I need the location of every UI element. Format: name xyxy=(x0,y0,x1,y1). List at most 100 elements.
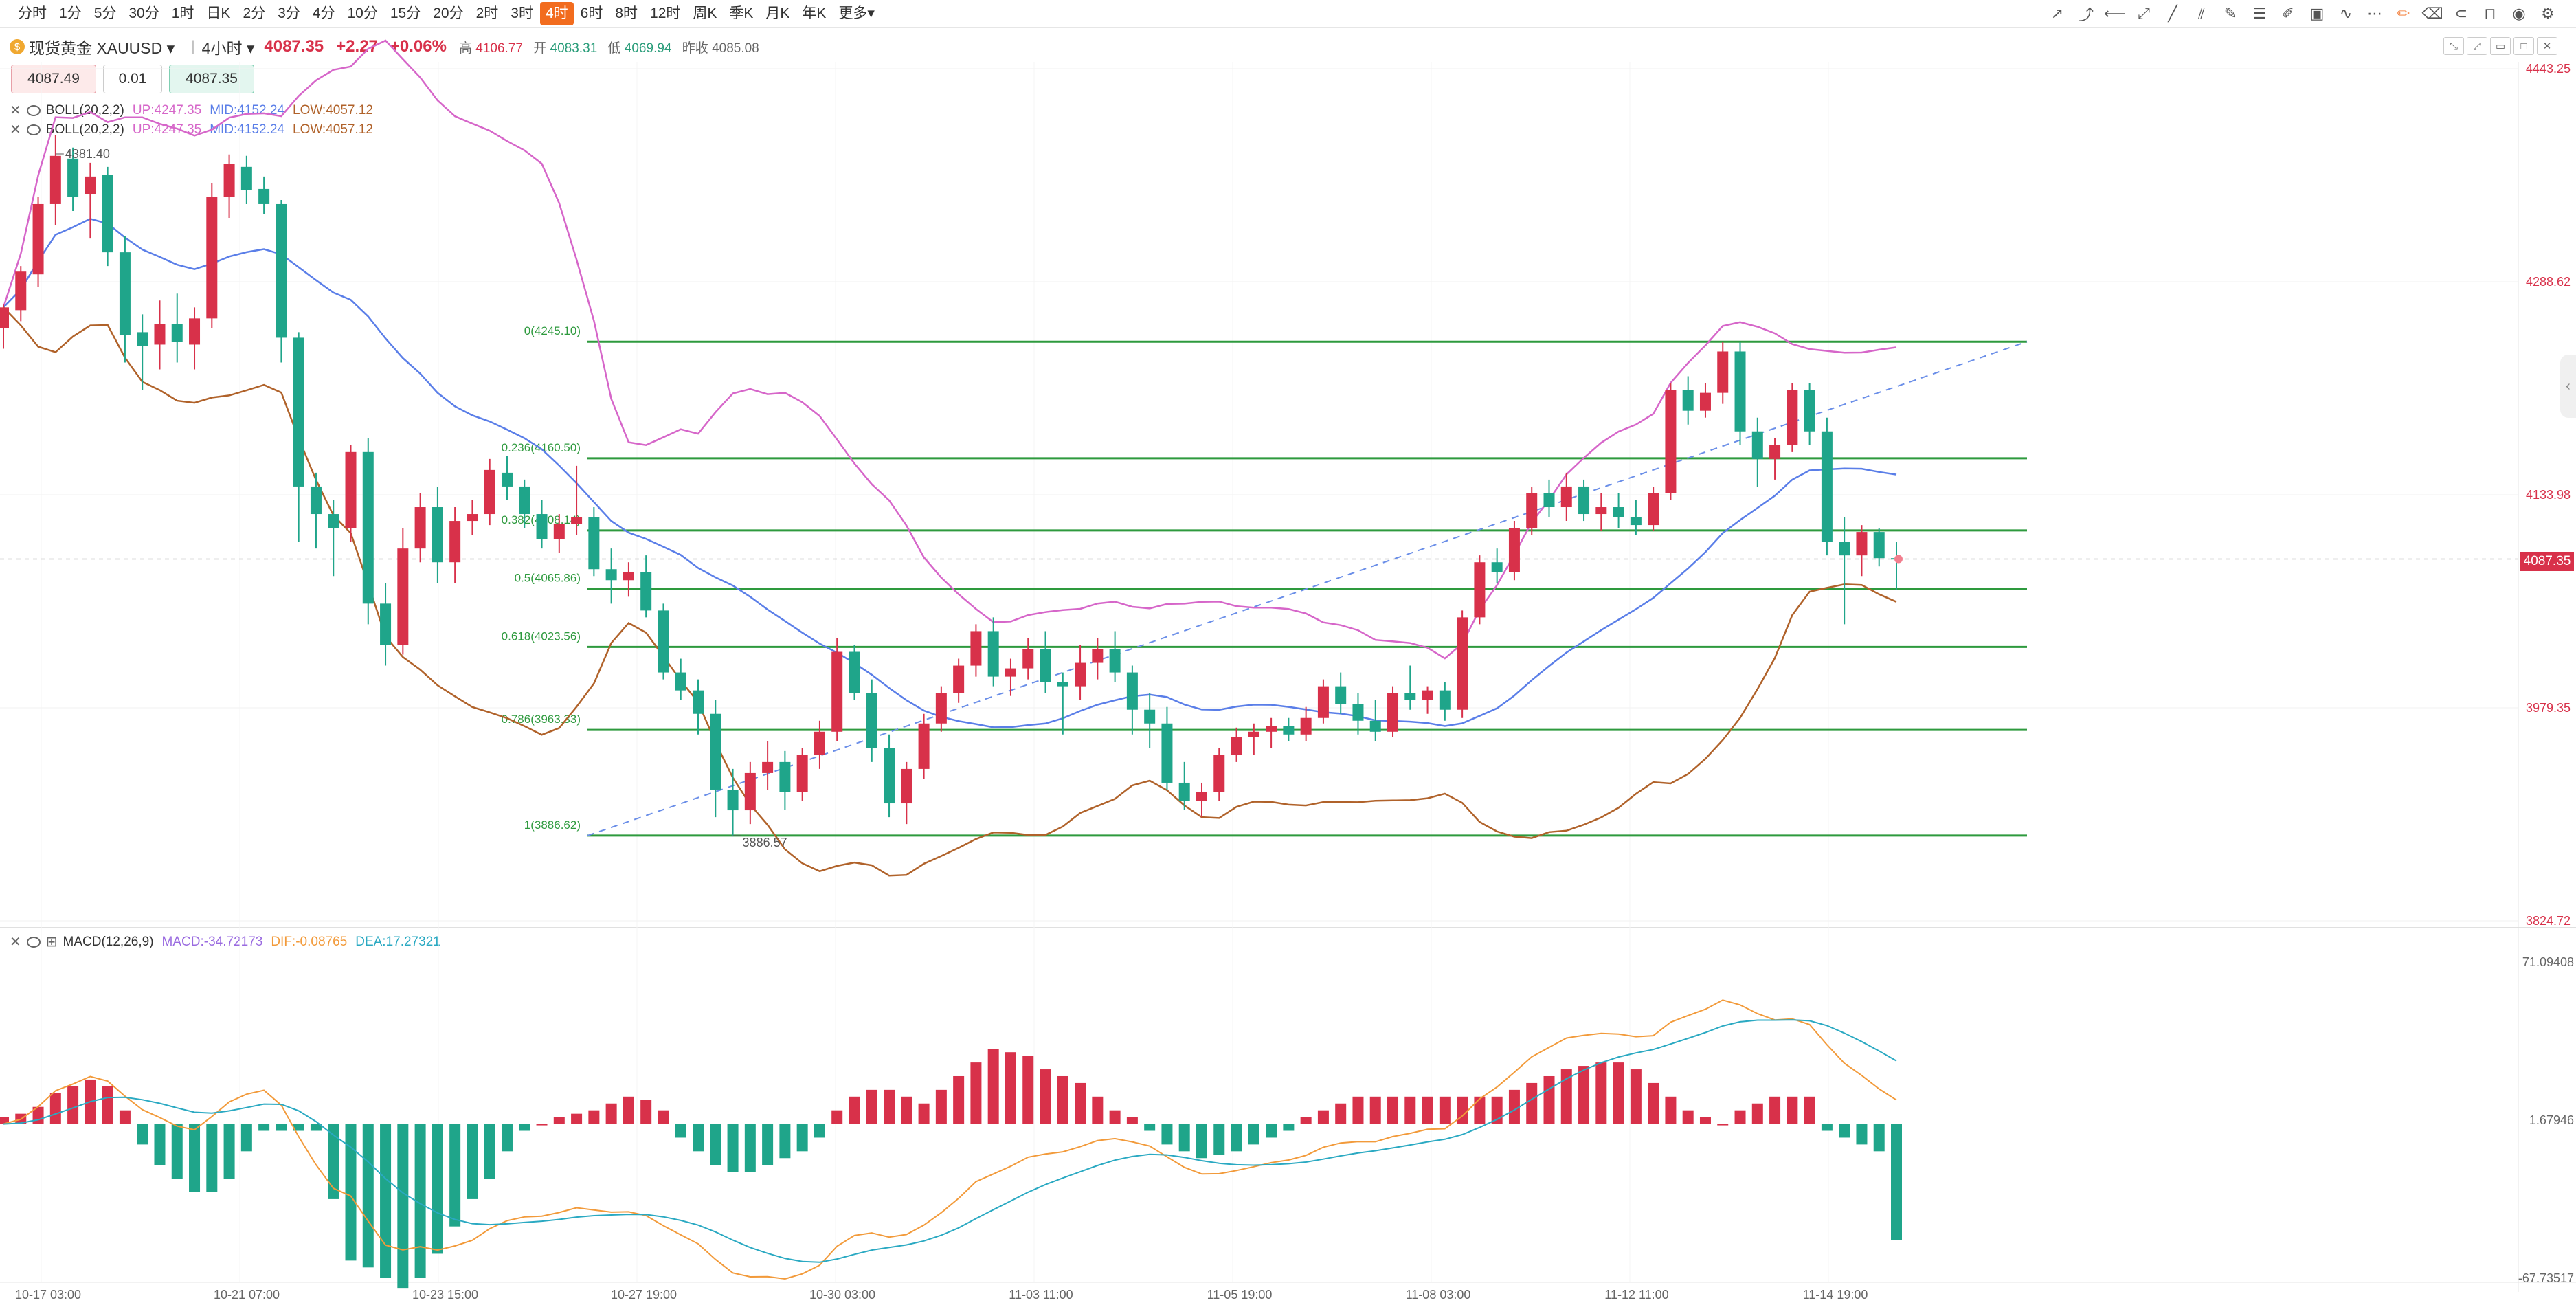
arrow-line-icon[interactable]: ↗ xyxy=(2050,5,2064,22)
eye-icon[interactable] xyxy=(26,104,41,116)
candle-body xyxy=(293,337,304,487)
period-6[interactable]: 2分 xyxy=(243,5,266,21)
period-9[interactable]: 10分 xyxy=(347,5,378,21)
candle-body xyxy=(831,651,843,732)
period-2[interactable]: 5分 xyxy=(93,5,117,21)
macd-bar xyxy=(1682,1110,1694,1124)
top-toolbar: 分时 1分 5分 30分 1时 日K 2分 3分 4分 10分 15分 20分 2时 3时 4时 6时 8时 12… xyxy=(0,0,2576,28)
candle-body xyxy=(918,723,930,769)
macd-bar xyxy=(258,1124,270,1131)
chart-style-icon[interactable]: ⤢ xyxy=(2467,37,2487,55)
candle-body xyxy=(762,761,774,773)
candle-body xyxy=(1804,390,1815,432)
collapse-sidebar-icon[interactable]: ‹ xyxy=(2560,355,2576,418)
candle-body xyxy=(884,748,895,804)
period-20[interactable]: 月K xyxy=(765,5,790,21)
period-0[interactable]: 分时 xyxy=(18,5,47,21)
prev-close-value: 4085.08 xyxy=(712,41,759,56)
macd-bar xyxy=(1787,1096,1798,1124)
candle-body xyxy=(1526,493,1538,528)
period-10[interactable]: 15分 xyxy=(390,5,421,21)
fib-icon[interactable]: ☰ xyxy=(2252,5,2266,22)
interval-selector[interactable]: 4小时 ▾ xyxy=(201,39,255,57)
lock-icon[interactable]: ⊓ xyxy=(2484,5,2496,22)
time-axis-label: 10-23 15:00 xyxy=(412,1288,478,1302)
period-15[interactable]: 6时 xyxy=(580,5,603,21)
boll-legend-2: ✕ BOLL(20,2,2) UP:4247.35 MID:4152.24 LO… xyxy=(10,121,381,138)
fullscreen-icon[interactable]: □ xyxy=(2513,37,2534,55)
period-13[interactable]: 3时 xyxy=(511,5,533,21)
period-12[interactable]: 2时 xyxy=(475,5,499,21)
candle-body xyxy=(171,324,183,342)
horizontal-line-icon[interactable]: ⟵ xyxy=(2104,5,2126,22)
ray-line-icon[interactable]: ⤴ xyxy=(2078,6,2094,23)
macd-bar xyxy=(432,1124,443,1254)
screenshot-icon[interactable]: ▭ xyxy=(2490,37,2511,55)
close-icon[interactable]: ✕ xyxy=(10,122,21,137)
period-selector: 分时 1分 5分 30分 1时 日K 2分 3分 4分 10分 15分 20分 2时 3时 4时 6时 8时 12… xyxy=(0,2,882,25)
period-3[interactable]: 30分 xyxy=(128,5,159,21)
close-chart-icon[interactable]: ✕ xyxy=(2537,37,2557,55)
quantity-stepper[interactable]: 0.01 xyxy=(103,65,162,93)
channel-icon[interactable]: ⫽ xyxy=(2198,5,2205,22)
close-icon[interactable]: ✕ xyxy=(10,103,21,118)
candle-body xyxy=(553,524,565,539)
price-change-percent: +0.06% xyxy=(390,37,447,56)
wave-icon[interactable]: ∿ xyxy=(2339,5,2353,22)
macd-bar xyxy=(1057,1075,1068,1124)
macd-bar xyxy=(102,1086,113,1124)
period-16[interactable]: 8时 xyxy=(615,5,638,21)
macd-bar xyxy=(293,1124,304,1131)
macd-bar xyxy=(1022,1056,1034,1124)
candle-body xyxy=(849,651,860,693)
period-8[interactable]: 4分 xyxy=(312,5,335,21)
brush-icon[interactable]: ✎ xyxy=(2224,5,2237,22)
eye-icon[interactable] xyxy=(26,936,41,948)
add-icon[interactable]: ⊞ xyxy=(45,935,58,950)
macd-bar xyxy=(1595,1062,1607,1124)
period-21[interactable]: 年K xyxy=(802,5,827,21)
macd-bar xyxy=(1317,1110,1329,1124)
magnet-icon[interactable]: ⊂ xyxy=(2454,5,2468,22)
candle-body xyxy=(1352,704,1364,721)
edit-icon[interactable]: ✏ xyxy=(2397,5,2410,22)
time-axis-label: 11-08 03:00 xyxy=(1406,1288,1471,1302)
macd-bar xyxy=(1717,1124,1729,1126)
candle-body xyxy=(623,572,634,581)
macd-bar xyxy=(935,1089,947,1124)
visibility-icon[interactable]: ◉ xyxy=(2512,5,2526,22)
period-19[interactable]: 季K xyxy=(729,5,754,21)
period-1[interactable]: 1分 xyxy=(59,5,82,21)
sell-button[interactable]: 4087.49 xyxy=(11,65,96,93)
symbol-selector[interactable]: 现货黄金 XAUUSD ▾ xyxy=(29,39,175,57)
period-7[interactable]: 3分 xyxy=(278,5,300,21)
period-18[interactable]: 周K xyxy=(693,5,717,21)
eye-icon[interactable] xyxy=(26,124,41,135)
image-icon[interactable]: ▣ xyxy=(2309,5,2325,22)
macd-bar xyxy=(571,1113,583,1124)
pen-icon[interactable]: ✐ xyxy=(2281,5,2295,22)
macd-bar xyxy=(884,1089,895,1124)
period-11[interactable]: 20分 xyxy=(433,5,464,21)
candle-body xyxy=(1474,562,1486,618)
macd-bar xyxy=(1560,1069,1572,1124)
candle-body xyxy=(15,271,27,311)
more-tools-icon[interactable]: ⋯ xyxy=(2367,5,2382,22)
period-17[interactable]: 12时 xyxy=(650,5,681,21)
period-14[interactable]: 4时 xyxy=(539,2,574,25)
high-label: 高 xyxy=(458,41,472,56)
period-5[interactable]: 日K xyxy=(206,5,231,21)
macd-bar xyxy=(658,1110,669,1124)
period-22[interactable]: 更多▾ xyxy=(838,5,875,21)
fib-level-label: 0.236(4160.50) xyxy=(502,441,581,454)
chart-type-icon[interactable]: ⤡ xyxy=(2443,37,2464,55)
symbol-info-bar: $ 现货黄金 XAUUSD ▾ | 4小时 ▾ 4087.35 +2.27 +0… xyxy=(0,30,2415,63)
period-4[interactable]: 1时 xyxy=(171,5,194,21)
trend-line-icon[interactable]: ⤢ xyxy=(2138,5,2150,22)
candle-body xyxy=(1057,682,1068,687)
settings-icon[interactable]: ⚙ xyxy=(2541,5,2555,22)
close-icon[interactable]: ✕ xyxy=(10,935,21,950)
eraser-icon[interactable]: ⌫ xyxy=(2421,5,2443,22)
segment-line-icon[interactable]: ╱ xyxy=(2168,5,2177,22)
